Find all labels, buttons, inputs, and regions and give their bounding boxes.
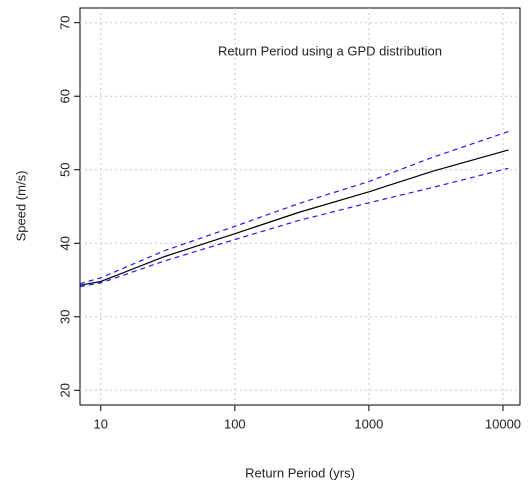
y-tick-label: 60 <box>57 89 72 103</box>
y-tick-label: 70 <box>57 15 72 29</box>
x-axis-label: Return Period (yrs) <box>245 465 355 480</box>
plot-box <box>79 7 521 406</box>
y-tick-label: 20 <box>57 383 72 397</box>
annotation: Return Period using a GPD distribution <box>218 43 442 58</box>
x-tick-label: 10 <box>94 416 108 431</box>
x-tick-label: 1000 <box>354 416 383 431</box>
y-tick-label: 50 <box>57 163 72 177</box>
y-tick-label: 30 <box>57 310 72 324</box>
y-tick-label: 40 <box>57 236 72 250</box>
series-line <box>79 149 509 286</box>
x-tick-label: 100 <box>224 416 246 431</box>
series-line <box>79 130 509 285</box>
y-axis-label: Speed (m/s) <box>13 171 28 242</box>
series-line <box>79 167 509 288</box>
x-tick-label: 10000 <box>485 416 521 431</box>
